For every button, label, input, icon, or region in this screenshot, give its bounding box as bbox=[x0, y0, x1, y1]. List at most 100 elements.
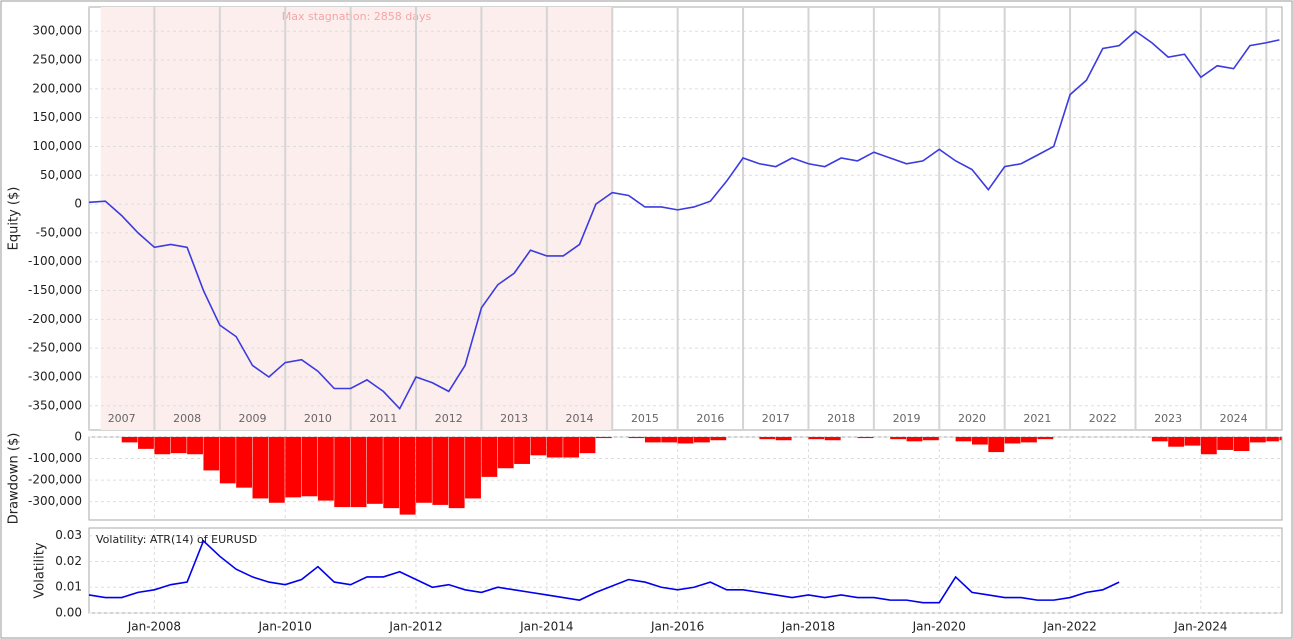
y-tick-label: -100,000 bbox=[28, 254, 82, 268]
year-label: 2016 bbox=[696, 412, 724, 425]
y-tick-label: -200,000 bbox=[28, 473, 82, 487]
year-label: 2015 bbox=[631, 412, 659, 425]
drawdown-bar bbox=[1217, 437, 1234, 450]
drawdown-bar bbox=[121, 437, 138, 443]
x-tick-label: Jan-2014 bbox=[519, 620, 573, 634]
year-label: 2010 bbox=[304, 412, 332, 425]
x-tick-label: Jan-2016 bbox=[650, 620, 704, 634]
drawdown-bar bbox=[1021, 437, 1037, 443]
drawdown-bar bbox=[268, 437, 285, 503]
y-tick-label: -250,000 bbox=[28, 341, 82, 355]
drawdown-bar bbox=[317, 437, 334, 501]
y-tick-label: 100,000 bbox=[32, 139, 82, 153]
drawdown-bar bbox=[775, 437, 792, 441]
y-tick-label: -300,000 bbox=[28, 369, 82, 383]
drawdown-bar bbox=[1200, 437, 1217, 455]
drawdown-bar bbox=[694, 437, 710, 443]
drawdown-bar bbox=[890, 437, 907, 440]
drawdown-bar bbox=[285, 437, 302, 498]
drawdown-bar bbox=[432, 437, 449, 505]
y-tick-label: 300,000 bbox=[32, 24, 82, 38]
y-tick-label: 0.02 bbox=[55, 554, 82, 568]
y-tick-label: -200,000 bbox=[28, 312, 82, 326]
year-label: 2009 bbox=[239, 412, 267, 425]
drawdown-bar bbox=[677, 437, 694, 444]
drawdown-bar bbox=[906, 437, 923, 442]
year-label: 2008 bbox=[173, 412, 201, 425]
drawdown-bar bbox=[579, 437, 596, 454]
x-tick-label: Jan-2010 bbox=[258, 620, 312, 634]
y-axis-title: Volatility bbox=[33, 542, 48, 598]
drawdown-bar bbox=[922, 437, 939, 441]
drawdown-bar bbox=[399, 437, 416, 515]
y-tick-label: -150,000 bbox=[28, 283, 82, 297]
x-tick-label: Jan-2012 bbox=[388, 620, 442, 634]
drawdown-bar bbox=[955, 437, 972, 442]
year-label: 2011 bbox=[369, 412, 397, 425]
drawdown-bar bbox=[465, 437, 481, 499]
drawdown-bar bbox=[252, 437, 269, 499]
drawdown-bar bbox=[416, 437, 432, 503]
drawdown-bar bbox=[138, 437, 154, 449]
year-label: 2014 bbox=[566, 412, 594, 425]
y-tick-label: -50,000 bbox=[36, 225, 82, 239]
drawdown-bar bbox=[383, 437, 400, 509]
year-label: 2019 bbox=[893, 412, 921, 425]
drawdown-bar bbox=[481, 437, 498, 477]
year-label: 2007 bbox=[108, 412, 136, 425]
drawdown-bar bbox=[563, 437, 580, 458]
drawdown-bar bbox=[448, 437, 465, 509]
y-tick-label: 0.00 bbox=[55, 606, 82, 620]
series-line bbox=[88, 30, 1280, 411]
drawdown-bar bbox=[759, 437, 776, 440]
year-label: 2024 bbox=[1220, 412, 1248, 425]
drawdown-bar bbox=[203, 437, 220, 471]
year-label: 2013 bbox=[500, 412, 528, 425]
y-tick-label: -100,000 bbox=[28, 451, 82, 465]
year-label: 2020 bbox=[958, 412, 986, 425]
drawdown-bar bbox=[628, 437, 645, 439]
drawdown-bar bbox=[1004, 437, 1021, 444]
drawdown-bar bbox=[824, 437, 841, 441]
drawdown-bar bbox=[1151, 437, 1168, 442]
drawdown-bar bbox=[1184, 437, 1201, 446]
drawdown-bar bbox=[644, 437, 661, 443]
drawdown-bar bbox=[1168, 437, 1185, 447]
x-tick-label: Jan-2020 bbox=[912, 620, 966, 634]
year-label: 2021 bbox=[1023, 412, 1051, 425]
drawdown-bar bbox=[710, 437, 727, 441]
drawdown-bar bbox=[301, 437, 318, 497]
drawdown-bar bbox=[154, 437, 171, 455]
y-tick-label: 0 bbox=[74, 430, 82, 444]
drawdown-bar bbox=[514, 437, 530, 464]
drawdown-bar bbox=[530, 437, 547, 456]
drawdown-bar bbox=[1279, 437, 1282, 441]
drawdown-bar bbox=[857, 437, 874, 439]
year-label: 2017 bbox=[762, 412, 790, 425]
y-axis-title: Drawdown ($) bbox=[7, 433, 22, 525]
drawdown-bar bbox=[219, 437, 236, 484]
drawdown-bar bbox=[350, 437, 367, 508]
drawdown-bar bbox=[187, 437, 203, 455]
drawdown-bar bbox=[1249, 437, 1266, 443]
drawdown-bar bbox=[661, 437, 678, 443]
drawdown-bar bbox=[1037, 437, 1054, 440]
drawdown-bar bbox=[595, 437, 612, 439]
drawdown-bar bbox=[1233, 437, 1250, 452]
stagnation-label: Max stagnation: 2858 days bbox=[282, 10, 432, 23]
y-tick-label: 0 bbox=[74, 197, 82, 211]
y-tick-label: -300,000 bbox=[28, 494, 82, 508]
y-tick-label: 50,000 bbox=[40, 168, 82, 182]
drawdown-bar bbox=[366, 437, 383, 504]
drawdown-bar bbox=[808, 437, 825, 440]
year-label: 2012 bbox=[435, 412, 463, 425]
year-label: 2022 bbox=[1089, 412, 1117, 425]
annotation: Volatility: ATR(14) of EURUSD bbox=[96, 533, 257, 546]
y-tick-label: 0.01 bbox=[55, 580, 82, 594]
drawdown-bar bbox=[1266, 437, 1279, 442]
drawdown-bar bbox=[334, 437, 351, 508]
series-line bbox=[88, 539, 1120, 604]
year-label: 2023 bbox=[1154, 412, 1182, 425]
y-tick-label: -350,000 bbox=[28, 398, 82, 412]
